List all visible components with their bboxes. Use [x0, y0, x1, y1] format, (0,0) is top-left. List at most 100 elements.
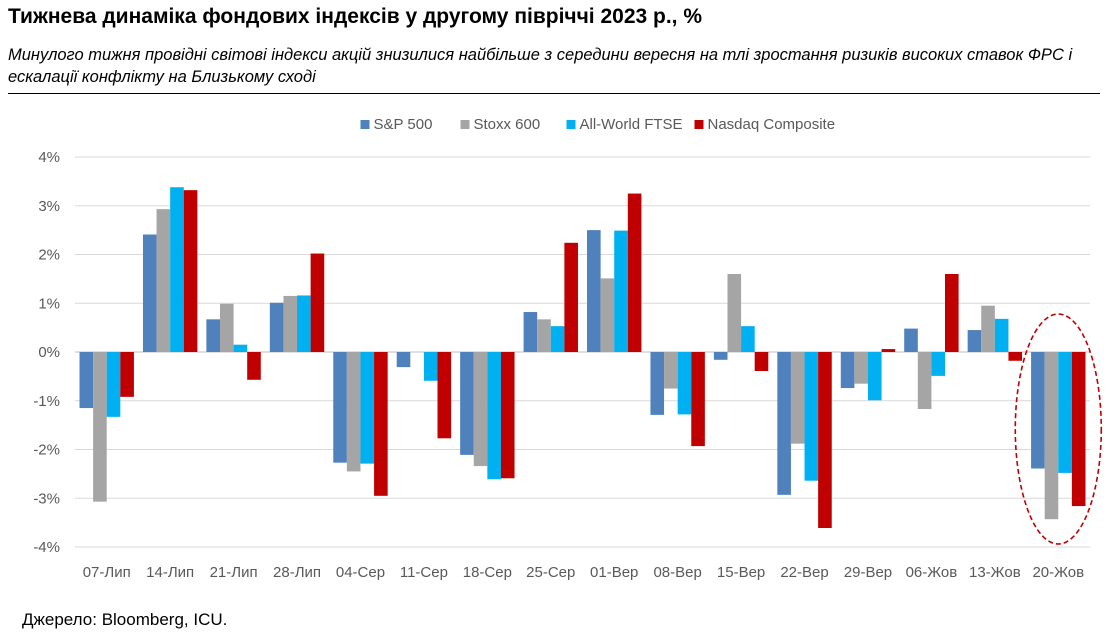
x-tick-label: 29-Вер — [844, 564, 892, 581]
bar — [741, 326, 755, 352]
bar — [600, 278, 615, 352]
y-tick-label: -3% — [33, 490, 60, 507]
bar — [1008, 352, 1023, 361]
x-tick-label: 04-Сер — [336, 564, 385, 581]
bar — [1058, 352, 1072, 473]
bar — [106, 352, 121, 417]
bar — [550, 326, 565, 352]
bar — [310, 253, 325, 352]
bar — [206, 319, 220, 352]
bar — [967, 330, 982, 352]
bar — [917, 352, 932, 410]
bar — [423, 352, 438, 381]
source-note: Джерело: Bloomberg, ICU. — [22, 610, 228, 629]
legend-swatch — [460, 120, 470, 129]
x-tick-label: 15-Вер — [717, 564, 765, 581]
bar-chart: 4% 3% 2% 1% 0% -1% -2% -3% -4% 07-Лип 14-Лип 21-Ли… — [33, 116, 1103, 581]
bar — [437, 352, 452, 439]
bar — [500, 352, 515, 479]
bar — [727, 274, 742, 352]
bar — [142, 234, 157, 352]
bar — [233, 344, 248, 352]
bar — [818, 352, 832, 528]
bar — [120, 352, 134, 397]
legend-label: Nasdaq Composite — [708, 116, 836, 133]
x-tick-label: 20-Жов — [1032, 564, 1084, 581]
bar — [283, 295, 298, 352]
bar — [473, 352, 488, 467]
x-tick-label: 21-Лип — [210, 564, 258, 581]
bar — [1044, 352, 1059, 520]
bar — [614, 230, 628, 352]
legend-label: S&P 500 — [374, 116, 433, 133]
bar — [754, 352, 769, 372]
x-axis-categories: 07-Лип 14-Лип 21-Лип 28-Лип 04-Сер 11-Сер 18-С… — [83, 564, 1084, 581]
x-tick-label: 14-Лип — [146, 564, 194, 581]
bar — [374, 352, 388, 496]
x-tick-label: 11-Сер — [400, 564, 448, 581]
x-tick-label: 22-Вер — [780, 564, 828, 581]
bar — [677, 352, 692, 415]
bar — [881, 349, 896, 352]
bar — [183, 190, 198, 352]
legend-swatch — [566, 120, 576, 129]
legend-swatch — [360, 120, 370, 129]
bar — [487, 352, 501, 480]
bar — [981, 305, 995, 352]
bar — [587, 230, 601, 352]
bar — [1071, 352, 1086, 507]
bar — [804, 352, 819, 481]
bar — [396, 352, 411, 368]
bar — [564, 242, 578, 352]
bar — [333, 352, 347, 463]
y-tick-label: 3% — [38, 198, 60, 215]
bar — [627, 193, 642, 352]
bar — [840, 352, 855, 389]
y-tick-label: 0% — [38, 344, 60, 361]
bar — [79, 352, 94, 409]
bar — [854, 352, 868, 384]
y-tick-label: -1% — [33, 393, 60, 410]
bar — [777, 352, 791, 495]
legend: S&P 500 Stoxx 600 All-World FTSE Nasdaq Com… — [360, 116, 836, 133]
bar-series — [79, 187, 1086, 528]
bar — [931, 352, 946, 376]
y-axis-ticks: 4% 3% 2% 1% 0% -1% -2% -3% -4% — [33, 149, 60, 556]
y-tick-label: -4% — [33, 539, 60, 556]
bar — [93, 352, 107, 502]
annotation — [1014, 313, 1103, 545]
bar — [1031, 352, 1045, 469]
x-tick-label: 07-Лип — [83, 564, 131, 581]
bar — [219, 303, 234, 352]
bar — [247, 352, 261, 380]
bar — [156, 209, 171, 352]
bar — [269, 302, 284, 352]
y-tick-label: 2% — [38, 247, 60, 264]
bar — [691, 352, 705, 447]
y-tick-label: 4% — [38, 149, 60, 166]
bar — [790, 352, 805, 444]
x-tick-label: 28-Лип — [273, 564, 321, 581]
x-tick-label: 18-Сер — [463, 564, 512, 581]
x-tick-label: 25-Сер — [526, 564, 575, 581]
bar — [994, 318, 1009, 352]
bar — [537, 319, 551, 352]
legend-label: Stoxx 600 — [474, 116, 541, 133]
page-subtitle: Минулого тижня провідні світові індекси … — [8, 46, 1073, 86]
y-tick-label: -2% — [33, 442, 60, 459]
bar — [650, 352, 665, 415]
y-tick-label: 1% — [38, 295, 60, 312]
x-tick-label: 13-Жов — [969, 564, 1021, 581]
x-tick-label: 01-Вер — [590, 564, 638, 581]
bar — [664, 352, 678, 389]
bar — [460, 352, 474, 455]
x-tick-label: 06-Жов — [906, 564, 958, 581]
bar — [523, 312, 538, 352]
bar — [945, 274, 959, 352]
bar — [904, 328, 918, 352]
bar — [360, 352, 375, 464]
bar — [297, 295, 311, 352]
x-tick-label: 08-Вер — [653, 564, 701, 581]
bar — [346, 352, 361, 472]
legend-swatch — [694, 120, 704, 129]
